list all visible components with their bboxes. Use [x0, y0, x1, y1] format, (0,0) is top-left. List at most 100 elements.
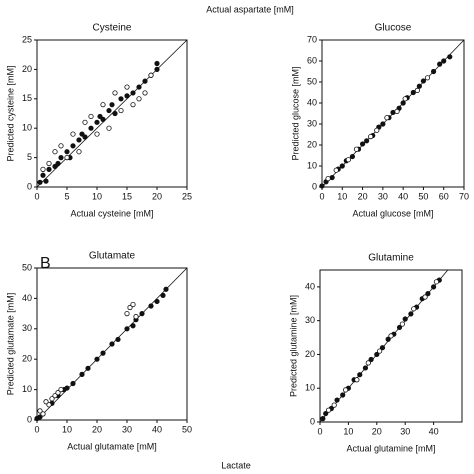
x-tick-label: 60 — [439, 191, 449, 201]
data-point — [411, 306, 417, 312]
bottom-caption: Lactate — [221, 460, 251, 470]
y-tick-label: 30 — [307, 118, 317, 128]
data-point — [46, 166, 52, 172]
data-point — [37, 179, 43, 185]
data-point — [55, 160, 61, 167]
data-point — [441, 58, 447, 64]
y-tick-label: 60 — [307, 55, 317, 65]
data-point — [384, 115, 390, 121]
data-point — [345, 157, 351, 163]
x-tick-label: 40 — [398, 191, 408, 201]
data-point — [365, 360, 371, 366]
data-point — [79, 371, 85, 377]
data-point — [130, 102, 136, 108]
data-point — [127, 304, 133, 311]
top-caption: Actual aspartate [mM] — [206, 4, 294, 14]
y-tick-label: 20 — [22, 64, 32, 74]
data-point — [342, 387, 349, 393]
data-point — [43, 178, 49, 184]
data-point — [160, 292, 166, 298]
data-point — [385, 336, 391, 342]
data-point — [70, 380, 76, 387]
x-tick-label: 30 — [400, 426, 410, 436]
data-point — [100, 102, 106, 108]
data-point — [130, 90, 136, 96]
data-point — [402, 316, 408, 322]
data-point — [402, 96, 408, 102]
data-point — [148, 72, 154, 78]
data-point — [64, 149, 70, 155]
y-tick-label: 10 — [305, 383, 315, 393]
data-point — [154, 60, 160, 67]
y-tick-label: 5 — [27, 152, 32, 162]
x-tick-label: 50 — [182, 424, 192, 434]
data-point — [142, 78, 148, 84]
data-point — [331, 402, 337, 408]
data-point — [79, 131, 85, 137]
y-tick-label: 0 — [27, 181, 32, 191]
data-point — [334, 397, 340, 403]
data-point — [109, 341, 115, 347]
plot-frame — [36, 39, 188, 188]
data-point — [130, 323, 136, 329]
x-tick-label: 10 — [92, 191, 102, 201]
data-point — [430, 68, 437, 75]
y-tick-label: 20 — [305, 349, 315, 359]
data-point — [422, 294, 428, 300]
data-point — [58, 155, 64, 161]
data-point — [85, 365, 91, 371]
y-tick-label: 50 — [22, 262, 32, 272]
x-tick-label: 20 — [152, 191, 162, 201]
data-point — [94, 119, 100, 125]
data-point — [130, 301, 136, 308]
data-point — [325, 176, 331, 182]
data-point — [97, 113, 103, 120]
data-point — [37, 414, 43, 420]
data-point — [148, 303, 154, 309]
data-point — [154, 66, 160, 73]
data-point — [88, 113, 94, 120]
data-point — [353, 146, 360, 152]
data-point — [112, 110, 118, 117]
data-point — [49, 396, 55, 402]
y-tick-label: 30 — [22, 323, 32, 333]
data-point — [447, 54, 453, 60]
data-point — [163, 286, 169, 292]
plot-frame — [319, 269, 463, 423]
chart-title: Cysteine — [93, 23, 132, 34]
data-point — [40, 411, 46, 417]
data-point — [52, 163, 58, 170]
panel-label: B — [40, 255, 51, 272]
data-point — [40, 166, 46, 172]
data-point — [112, 90, 118, 96]
data-point — [359, 141, 366, 147]
data-point — [142, 90, 148, 96]
data-point — [136, 96, 142, 102]
chart-title: Glutamine — [368, 253, 414, 264]
data-point — [410, 89, 416, 96]
x-tick-label: 0 — [34, 191, 39, 201]
data-point — [109, 102, 115, 108]
y-tick-label: 30 — [305, 315, 315, 325]
x-axis-label: Actual glucose [mM] — [352, 208, 433, 218]
data-point — [420, 78, 427, 84]
data-point — [408, 311, 414, 317]
y-tick-label: 40 — [307, 97, 317, 107]
data-point — [320, 416, 326, 422]
data-point — [319, 183, 325, 189]
data-point — [437, 61, 443, 67]
identity-line — [36, 39, 188, 188]
data-point — [396, 324, 403, 331]
y-tick-label: 0 — [310, 416, 315, 426]
data-point — [58, 386, 64, 393]
data-point — [414, 87, 420, 94]
data-point — [380, 121, 386, 127]
x-tick-label: 30 — [378, 191, 388, 201]
x-tick-label: 10 — [343, 426, 353, 436]
y-tick-label: 40 — [22, 293, 32, 303]
data-point — [340, 392, 346, 398]
data-point — [58, 143, 64, 149]
data-point — [349, 153, 356, 160]
data-point — [388, 333, 394, 339]
